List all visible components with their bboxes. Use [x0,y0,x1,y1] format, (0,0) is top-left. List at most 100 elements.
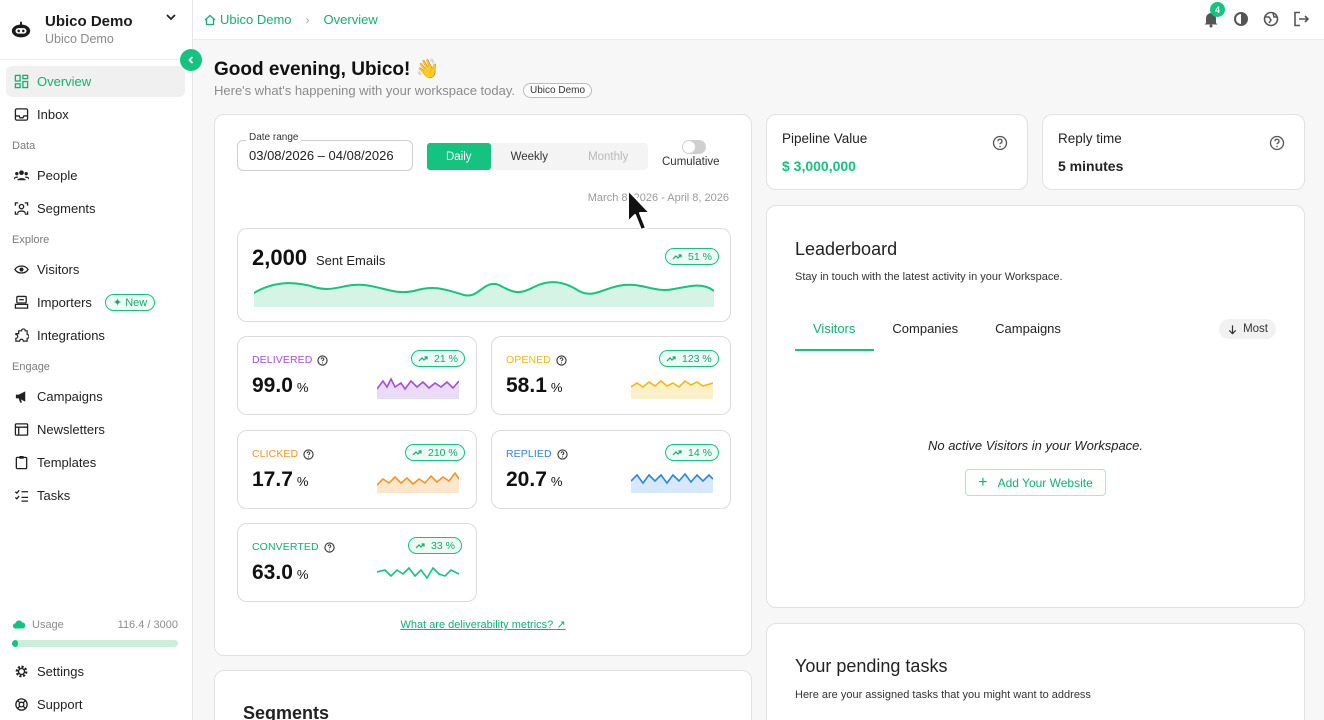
segments-card: Segments [214,670,752,720]
sidebar-item-newsletters[interactable]: Newsletters [6,414,185,445]
notifications-button[interactable]: 4 [1202,2,1225,28]
integrations-icon [15,328,29,342]
sidebar-item-visitors[interactable]: Visitors [6,254,185,285]
sidebar: Ubico Demo Ubico Demo Overview Inbox Dat… [0,0,202,720]
page-subtitle: Here's what's happening with your worksp… [214,83,593,98]
sidebar-item-importers[interactable]: Importers ✦ New [6,287,185,318]
help-icon[interactable] [1269,135,1285,151]
delivered-sparkline [377,377,459,399]
logout-button[interactable] [1292,10,1310,28]
cloud-icon [12,620,26,629]
sidebar-item-integrations[interactable]: Integrations [6,320,185,351]
sidebar-item-tasks[interactable]: Tasks [6,480,185,511]
deliverability-metrics-link[interactable]: What are deliverability metrics? ↗ [215,618,751,631]
help-icon[interactable] [556,354,567,366]
header-actions: 4 [1190,2,1310,28]
sidebar-nav: Overview Inbox Data People Segments Expl… [0,66,193,513]
tab-campaigns[interactable]: Campaigns [995,321,1061,336]
sidebar-item-people[interactable]: People [6,160,185,191]
clicked-title-wrap: CLICKED [252,448,314,460]
clicked-sparkline [377,471,459,493]
sidebar-item-label: Overview [37,74,92,89]
clipboard-icon [15,455,28,470]
sort-most-button[interactable]: Most [1219,319,1276,339]
date-range-input[interactable]: Date range 03/08/2026 – 04/08/2026 [237,132,413,171]
trend-value: 51 % [688,250,712,263]
collapse-sidebar-button[interactable] [180,49,202,71]
sidebar-item-settings[interactable]: Settings [6,656,185,687]
opened-trend-badge: 123 % [659,350,719,367]
help-icon[interactable] [317,354,329,366]
trend-value: 123 % [682,352,712,365]
breadcrumb: Ubico Demo › Overview [204,12,378,27]
usage-value: 116.4 / 3000 [117,619,178,631]
megaphone-icon [15,391,26,403]
delivered-card: DELIVERED 21 % 99.0% [237,336,477,415]
trend-up-icon [666,355,676,361]
language-button[interactable] [1262,10,1280,28]
sidebar-item-label: Templates [37,455,97,470]
period-monthly-button[interactable]: Monthly [588,150,629,163]
trend-value: 33 % [431,539,455,552]
help-icon[interactable] [324,541,335,553]
add-website-button[interactable]: + Add Your Website [965,469,1106,496]
clicked-unit: % [296,474,309,489]
sidebar-item-label: Importers [37,295,92,310]
dashboard-icon [14,74,29,89]
breadcrumb-current[interactable]: Overview [323,12,378,27]
sent-emails-value: 2,000 [252,245,308,270]
plus-icon: + [978,473,988,491]
sidebar-item-support[interactable]: Support [6,689,185,720]
pipeline-value: $ 3,000,000 [782,158,856,174]
top-header: Ubico Demo › Overview 4 [193,0,1324,40]
trend-value: 14 % [688,446,712,459]
delivered-title-wrap: DELIVERED [252,354,329,366]
converted-trend-badge: 33 % [408,537,462,554]
help-icon[interactable] [557,448,568,460]
home-icon [204,14,216,25]
delivered-trend-badge: 21 % [411,350,465,367]
clicked-title: CLICKED [252,448,299,460]
sent-emails-label: Sent Emails [316,253,386,268]
clicked-value-wrap: 17.7% [252,468,308,492]
pipeline-value-card: Pipeline Value $ 3,000,000 [766,114,1028,190]
sidebar-item-segments[interactable]: Segments [6,193,185,224]
replied-trend-badge: 14 % [665,444,719,461]
external-link-icon: ↗ [556,619,566,631]
replied-title-wrap: REPLIED [506,448,568,460]
leaderboard-card: Leaderboard Stay in touch with the lates… [766,205,1305,608]
tab-visitors[interactable]: Visitors [795,319,875,351]
leaderboard-empty-state: No active Visitors in your Workspace. [927,438,1144,453]
opened-title-wrap: OPENED [506,354,567,366]
delivered-value-wrap: 99.0% [252,374,308,398]
sidebar-item-label: Campaigns [37,389,103,404]
breadcrumb-home[interactable]: Ubico Demo [220,12,292,27]
sidebar-item-campaigns[interactable]: Campaigns [6,381,185,412]
date-range-label: Date range [246,132,302,143]
help-icon[interactable] [992,135,1008,151]
segments-card-title: Segments [243,703,330,720]
sidebar-item-overview[interactable]: Overview [6,66,185,97]
sidebar-item-label: Integrations [37,328,105,343]
opened-unit: % [550,380,563,395]
sidebar-item-inbox[interactable]: Inbox [6,99,185,130]
help-icon[interactable] [303,448,314,460]
pipeline-value-label: Pipeline Value [782,131,868,146]
mouse-cursor-icon [627,189,651,231]
logout-icon [1294,11,1310,27]
nav-section-explore: Explore [12,234,50,246]
workspace-switcher[interactable]: Ubico Demo Ubico Demo [0,0,192,60]
sidebar-item-templates[interactable]: Templates [6,447,185,478]
period-weekly-button[interactable]: Weekly [510,150,549,163]
theme-toggle-button[interactable] [1232,10,1250,28]
cumulative-toggle[interactable] [682,140,706,154]
trend-value: 21 % [434,352,458,365]
tab-companies[interactable]: Companies [892,321,959,336]
page-subtitle-text: Here's what's happening with your worksp… [214,83,515,98]
converted-unit: % [296,567,309,582]
pending-tasks-card: Your pending tasks Here are your assigne… [766,623,1305,720]
usage-progress-fill [12,640,19,647]
opened-card: OPENED 123 % 58.1% [491,336,731,415]
eye-icon [14,265,29,274]
period-daily-button[interactable]: Daily [427,143,491,170]
